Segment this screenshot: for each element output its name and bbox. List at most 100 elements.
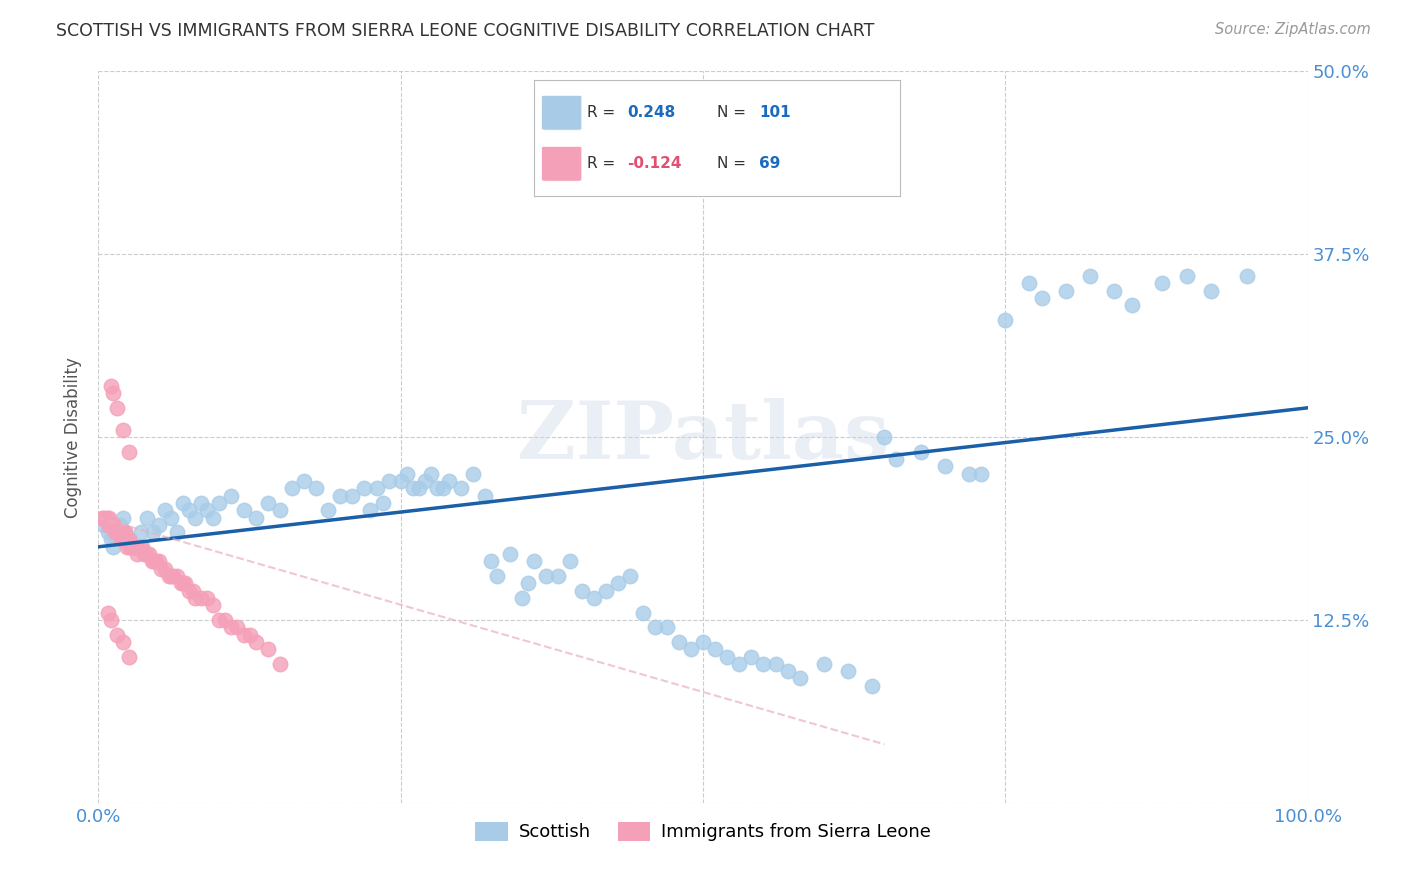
Point: [474, 489, 496, 503]
Point: [534, 569, 557, 583]
Point: [342, 489, 364, 503]
Point: [281, 481, 304, 495]
FancyBboxPatch shape: [541, 146, 582, 181]
Point: [120, 540, 142, 554]
Point: [105, 525, 128, 540]
Point: [184, 591, 207, 605]
Point: [190, 496, 212, 510]
Point: [631, 606, 654, 620]
Point: [432, 481, 454, 495]
Point: [860, 679, 883, 693]
Point: [837, 664, 859, 678]
Point: [160, 510, 183, 524]
Point: [97, 517, 120, 532]
Point: [195, 503, 218, 517]
Point: [172, 576, 194, 591]
Point: [607, 576, 630, 591]
Point: [108, 525, 131, 540]
Point: [110, 533, 132, 547]
Point: [101, 540, 124, 554]
Point: [184, 510, 207, 524]
Point: [679, 642, 702, 657]
Point: [516, 576, 538, 591]
Point: [148, 517, 170, 532]
Point: [111, 635, 134, 649]
Point: [150, 562, 173, 576]
Point: [558, 554, 581, 568]
Point: [129, 525, 152, 540]
Point: [619, 569, 641, 583]
Point: [1175, 269, 1198, 284]
Point: [221, 620, 243, 634]
Point: [105, 525, 128, 540]
Point: [245, 510, 267, 524]
Text: ZIPatlas: ZIPatlas: [517, 398, 889, 476]
Point: [111, 510, 134, 524]
Point: [994, 313, 1017, 327]
Point: [179, 503, 201, 517]
Point: [208, 613, 231, 627]
Point: [256, 496, 278, 510]
Point: [408, 481, 430, 495]
Point: [463, 467, 485, 481]
Point: [486, 569, 509, 583]
Point: [128, 540, 150, 554]
Text: 0.248: 0.248: [627, 105, 676, 120]
Point: [1152, 277, 1174, 291]
Point: [389, 474, 412, 488]
Point: [813, 657, 835, 671]
Point: [162, 569, 184, 583]
Point: [105, 627, 128, 641]
Point: [305, 481, 328, 495]
Point: [174, 576, 197, 591]
Point: [571, 583, 593, 598]
Point: [141, 554, 163, 568]
Point: [157, 569, 180, 583]
Point: [420, 467, 443, 481]
Text: Source: ZipAtlas.com: Source: ZipAtlas.com: [1215, 22, 1371, 37]
Point: [91, 510, 114, 524]
FancyBboxPatch shape: [541, 95, 582, 130]
Point: [101, 386, 124, 401]
Point: [121, 540, 143, 554]
Point: [97, 525, 120, 540]
Point: [202, 510, 225, 524]
Point: [360, 503, 382, 517]
Text: R =: R =: [588, 105, 616, 120]
Point: [1078, 269, 1101, 284]
Point: [395, 467, 418, 481]
Point: [143, 554, 166, 568]
Point: [716, 649, 738, 664]
Point: [366, 481, 388, 495]
Point: [135, 547, 157, 561]
Point: [107, 525, 129, 540]
Point: [135, 510, 157, 524]
Point: [179, 583, 201, 598]
Text: SCOTTISH VS IMMIGRANTS FROM SIERRA LEONE COGNITIVE DISABILITY CORRELATION CHART: SCOTTISH VS IMMIGRANTS FROM SIERRA LEONE…: [56, 22, 875, 40]
Point: [886, 452, 908, 467]
Point: [910, 444, 932, 458]
Point: [103, 517, 125, 532]
Point: [450, 481, 472, 495]
Point: [316, 503, 339, 517]
Point: [377, 474, 399, 488]
Point: [704, 642, 727, 657]
Point: [752, 657, 775, 671]
Point: [426, 481, 449, 495]
Point: [789, 672, 811, 686]
Point: [547, 130, 569, 145]
Point: [498, 547, 520, 561]
Point: [118, 444, 141, 458]
Point: [413, 474, 436, 488]
Text: 69: 69: [759, 156, 780, 171]
Point: [93, 510, 115, 524]
Point: [166, 525, 188, 540]
Point: [118, 533, 141, 547]
Point: [181, 583, 204, 598]
Point: [970, 467, 993, 481]
Point: [583, 591, 606, 605]
Point: [740, 649, 762, 664]
Point: [101, 517, 124, 532]
Point: [131, 540, 153, 554]
Point: [124, 540, 146, 554]
